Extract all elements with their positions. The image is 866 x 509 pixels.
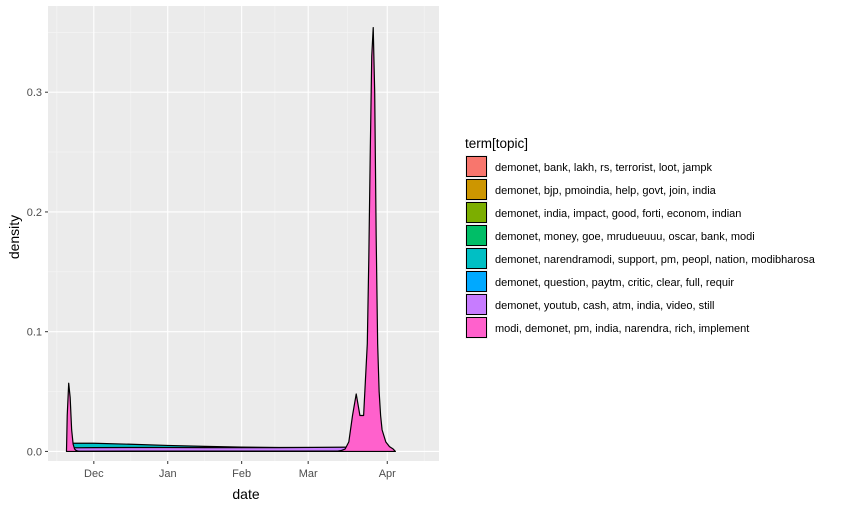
legend-key xyxy=(466,294,487,315)
y-tick-label: 0.1 xyxy=(27,327,42,339)
legend: term[topic] demonet, bank, lakh, rs, ter… xyxy=(465,136,816,339)
legend-label: demonet, question, paytm, critic, clear,… xyxy=(495,277,734,289)
legend-label: demonet, india, impact, good, forti, eco… xyxy=(495,208,741,220)
x-tick-label: Feb xyxy=(232,468,251,480)
y-tick-label: 0.3 xyxy=(27,87,42,99)
legend-label: demonet, money, goe, mrudueuuu, oscar, b… xyxy=(495,231,755,243)
legend-label: demonet, youtub, cash, atm, india, video… xyxy=(495,300,715,312)
legend-title: term[topic] xyxy=(465,136,528,151)
axes: Dec Jan Feb Mar Apr 0.0 0.1 0.2 0.3 xyxy=(27,87,396,480)
legend-key xyxy=(466,156,487,177)
grid-lines xyxy=(48,6,439,461)
x-tick-label: Jan xyxy=(159,468,177,480)
density-areas xyxy=(65,26,396,453)
panel-background xyxy=(48,6,439,461)
legend-key xyxy=(466,248,487,269)
legend-key xyxy=(466,179,487,200)
legend-key xyxy=(466,317,487,338)
x-tick-label: Apr xyxy=(379,468,396,480)
y-axis-title: density xyxy=(6,215,22,259)
y-tick-label: 0.2 xyxy=(27,207,42,219)
legend-label: modi, demonet, pm, india, narendra, rich… xyxy=(495,323,749,335)
legend-key xyxy=(466,271,487,292)
legend-key xyxy=(466,202,487,223)
density-area xyxy=(65,26,396,453)
legend-label: demonet, narendramodi, support, pm, peop… xyxy=(495,254,816,266)
legend-label: demonet, bank, lakh, rs, terrorist, loot… xyxy=(495,162,713,174)
x-tick-label: Mar xyxy=(299,468,318,480)
x-tick-label: Dec xyxy=(84,468,104,480)
legend-key xyxy=(466,225,487,246)
x-axis-title: date xyxy=(232,486,259,502)
legend-label: demonet, bjp, pmoindia, help, govt, join… xyxy=(495,185,717,197)
y-tick-label: 0.0 xyxy=(27,446,42,458)
